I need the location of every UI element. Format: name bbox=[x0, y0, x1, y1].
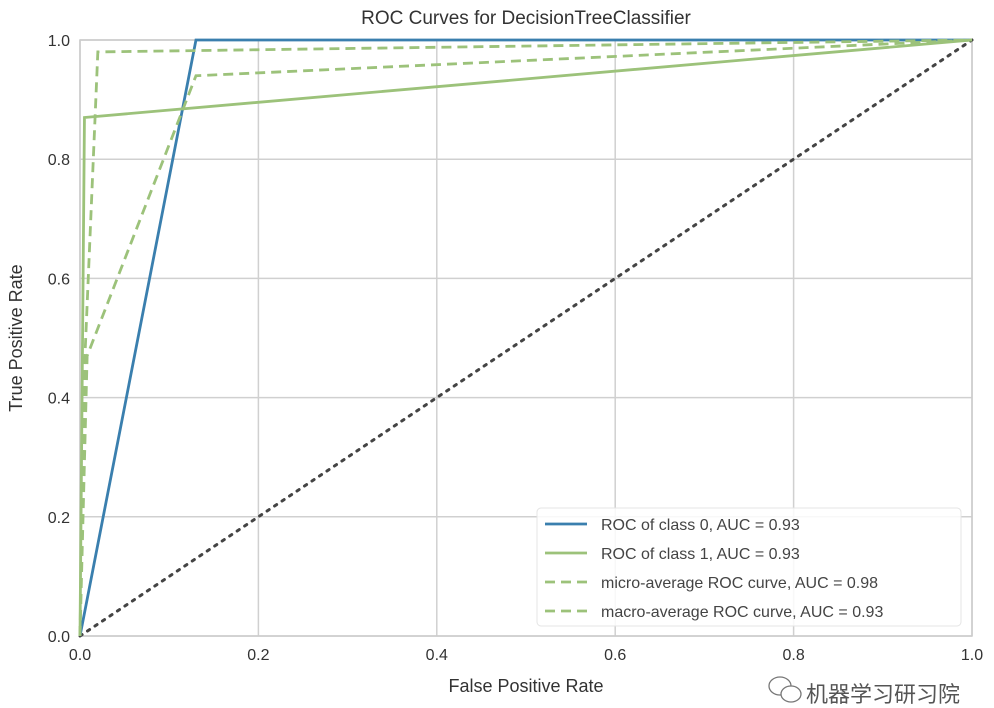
roc-curve-1 bbox=[78, 38, 973, 637]
roc-curve-3 bbox=[78, 38, 973, 637]
legend-label: ROC of class 0, AUC = 0.93 bbox=[601, 517, 800, 534]
legend-label: macro-average ROC curve, AUC = 0.93 bbox=[601, 604, 883, 621]
series-group bbox=[78, 38, 974, 638]
y-axis-label: True Positive Rate bbox=[6, 264, 26, 411]
x-tick-label: 0.6 bbox=[604, 647, 626, 664]
x-tick-label: 0.4 bbox=[426, 647, 448, 664]
y-tick-label: 0.0 bbox=[48, 629, 70, 646]
y-tick-label: 0.2 bbox=[48, 510, 70, 527]
legend-label: micro-average ROC curve, AUC = 0.98 bbox=[601, 575, 878, 592]
legend-box bbox=[536, 507, 962, 627]
chart-title: ROC Curves for DecisionTreeClassifier bbox=[361, 8, 691, 29]
ticks: 0.0 0.2 0.4 0.6 0.8 1.0 0.0 0.2 0.4 0.6 0.8 1.0 bbox=[48, 33, 983, 664]
y-tick-label: 1.0 bbox=[48, 33, 70, 50]
y-tick-label: 0.6 bbox=[48, 271, 70, 288]
legend-label: ROC of class 1, AUC = 0.93 bbox=[601, 546, 800, 563]
y-tick-label: 0.4 bbox=[48, 391, 70, 408]
x-tick-label: 0.8 bbox=[782, 647, 804, 664]
watermark: 机器学习研习院 bbox=[768, 676, 960, 707]
roc-curve-0 bbox=[78, 38, 972, 637]
legend: ROC of class 0, AUC = 0.93 ROC of class 1… bbox=[536, 507, 962, 627]
x-axis-label: False Positive Rate bbox=[448, 676, 603, 696]
x-tick-label: 0.2 bbox=[247, 647, 269, 664]
chance-diagonal-line bbox=[78, 38, 974, 638]
x-tick-label: 0.0 bbox=[69, 647, 91, 664]
watermark-text: 机器学习研习院 bbox=[806, 682, 960, 707]
x-tick-label: 1.0 bbox=[961, 647, 983, 664]
y-tick-label: 0.8 bbox=[48, 152, 70, 169]
wechat-icon bbox=[768, 676, 802, 703]
